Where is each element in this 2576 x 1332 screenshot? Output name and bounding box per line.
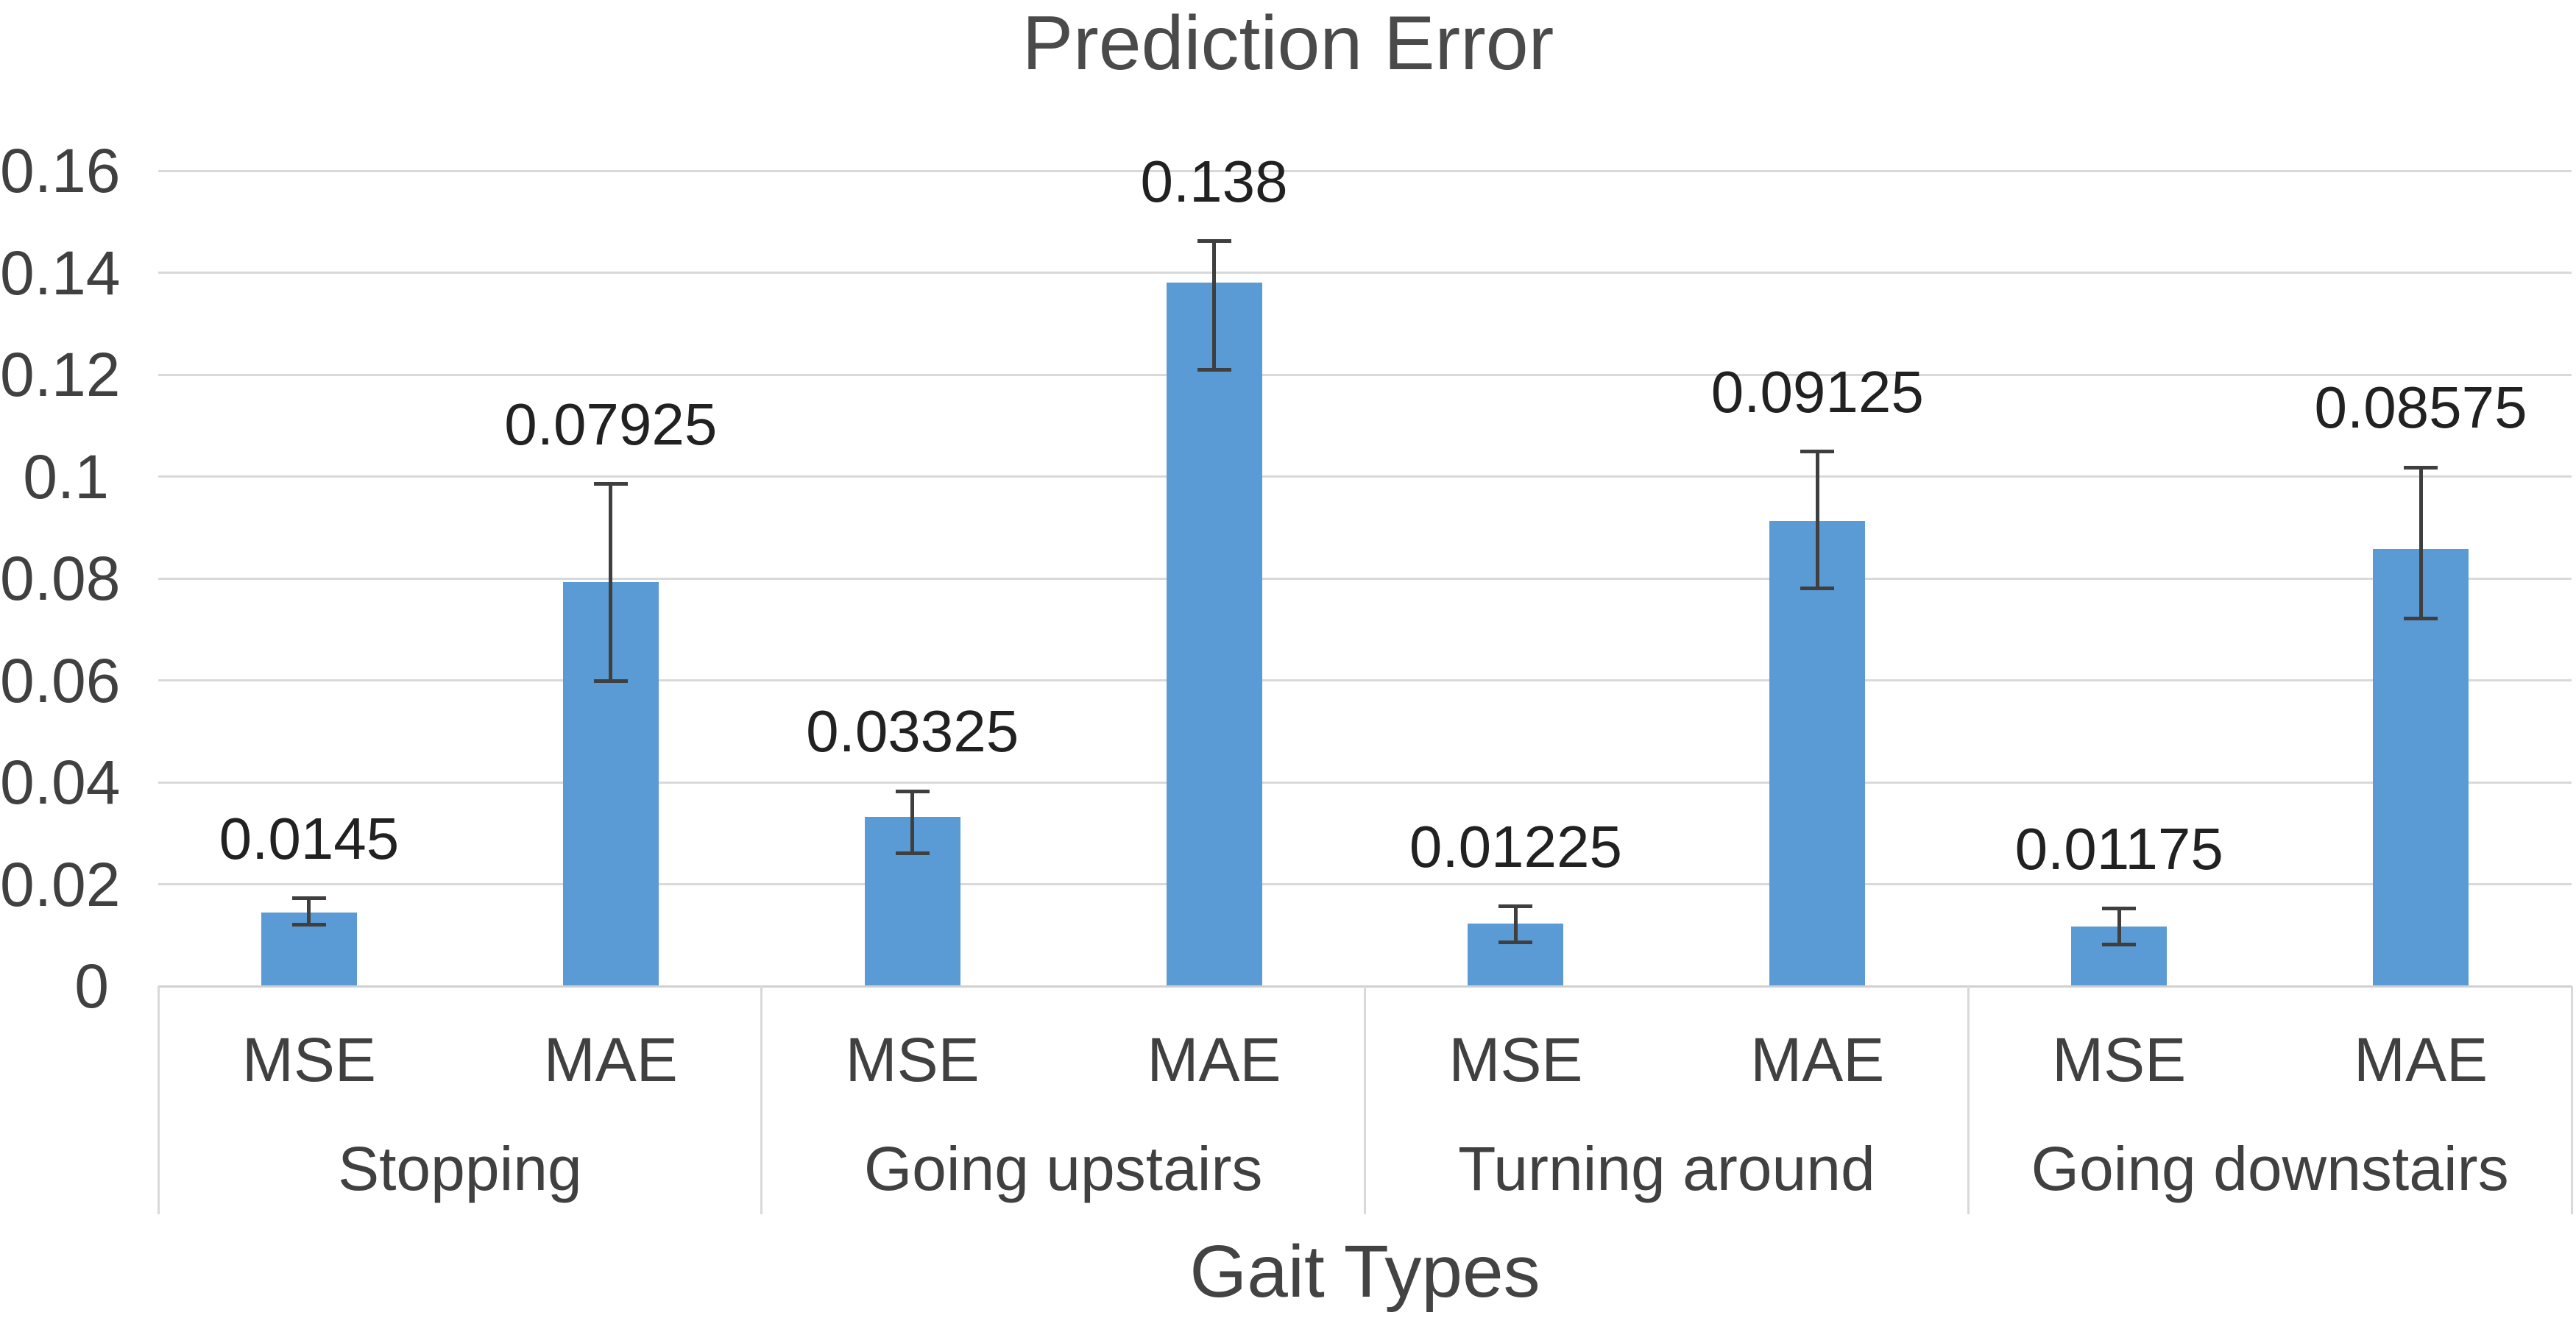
bar-data-label: 0.01225 bbox=[1409, 813, 1623, 879]
y-gridline bbox=[158, 679, 2572, 681]
category-divider bbox=[760, 986, 763, 1214]
bar-data-label: 0.0145 bbox=[219, 805, 400, 871]
y-gridline bbox=[158, 272, 2572, 274]
category-divider bbox=[2570, 986, 2573, 1214]
x-axis-metric-label: MSE bbox=[241, 1025, 376, 1094]
x-axis-metric-label: MSE bbox=[2052, 1025, 2187, 1094]
error-bar-cap-top bbox=[2404, 465, 2438, 470]
error-bar-cap-bottom bbox=[2404, 616, 2438, 620]
y-axis-tick-label: 0.02 bbox=[0, 849, 121, 919]
bar-going-upstairs-mae bbox=[1166, 283, 1262, 986]
error-bar-cap-top bbox=[2102, 907, 2137, 911]
x-axis-group-label: Turning around bbox=[1458, 1134, 1875, 1203]
error-bar-cap-top bbox=[1197, 239, 1231, 244]
error-bar-cap-bottom bbox=[593, 679, 628, 684]
error-bar-line bbox=[307, 898, 311, 925]
y-axis-tick-label: 0.1 bbox=[23, 442, 109, 511]
x-axis-group-label: Stopping bbox=[338, 1134, 582, 1203]
error-bar-cap-top bbox=[895, 789, 930, 793]
y-axis-tick-label: 0.04 bbox=[0, 748, 121, 817]
chart-title: Prediction Error bbox=[1022, 1, 1554, 86]
y-gridline bbox=[158, 475, 2572, 478]
category-divider bbox=[1967, 986, 1970, 1214]
x-axis-metric-label: MAE bbox=[1750, 1025, 1885, 1094]
bar-turning-around-mae bbox=[1769, 521, 1866, 986]
category-divider bbox=[1364, 986, 1366, 1214]
bar-data-label: 0.03325 bbox=[806, 698, 1019, 765]
y-axis-tick-label: 0.14 bbox=[0, 238, 121, 308]
category-divider bbox=[157, 986, 160, 1214]
error-bar-cap-bottom bbox=[291, 923, 326, 927]
error-bar-line bbox=[1212, 241, 1217, 370]
error-bar-line bbox=[1513, 906, 1518, 943]
error-bar-cap-bottom bbox=[2102, 942, 2137, 946]
y-gridline bbox=[158, 781, 2572, 784]
y-axis-tick-label: 0.08 bbox=[0, 544, 121, 613]
x-axis-metric-label: MAE bbox=[2354, 1025, 2488, 1094]
bar-going-downstairs-mae bbox=[2373, 549, 2469, 986]
error-bar-cap-top bbox=[1800, 450, 1835, 454]
y-axis-tick-label: 0.16 bbox=[0, 136, 121, 205]
bar-data-label: 0.08575 bbox=[2314, 375, 2527, 441]
x-axis-title: Gait Types bbox=[1189, 1230, 1540, 1313]
bar-data-label: 0.07925 bbox=[504, 391, 718, 457]
bar-data-label: 0.138 bbox=[1140, 148, 1288, 214]
error-bar-line bbox=[609, 483, 613, 681]
error-bar-cap-top bbox=[1498, 904, 1533, 909]
error-bar-cap-top bbox=[291, 896, 326, 901]
error-bar-cap-top bbox=[593, 482, 628, 486]
error-bar-cap-bottom bbox=[895, 851, 930, 856]
y-gridline bbox=[158, 169, 2572, 172]
x-axis-metric-label: MSE bbox=[1448, 1025, 1583, 1094]
y-gridline bbox=[158, 577, 2572, 580]
error-bar-cap-bottom bbox=[1197, 367, 1231, 372]
x-axis-group-label: Going upstairs bbox=[863, 1134, 1263, 1203]
x-axis-metric-label: MAE bbox=[543, 1025, 678, 1094]
y-axis-tick-label: 0.12 bbox=[0, 340, 121, 409]
bar-data-label: 0.09125 bbox=[1710, 358, 1924, 425]
error-bar-line bbox=[2418, 467, 2423, 618]
y-axis-tick-label: 0 bbox=[74, 952, 109, 1021]
error-bar-line bbox=[2117, 908, 2121, 945]
y-gridline bbox=[158, 373, 2572, 376]
y-axis-tick-label: 0.06 bbox=[0, 645, 121, 715]
error-bar-line bbox=[1815, 451, 1819, 589]
x-axis-group-label: Going downstairs bbox=[2031, 1134, 2509, 1203]
x-axis-metric-label: MSE bbox=[845, 1025, 980, 1094]
y-gridline bbox=[158, 883, 2572, 885]
x-axis-metric-label: MAE bbox=[1147, 1025, 1281, 1094]
error-bar-cap-bottom bbox=[1498, 940, 1533, 944]
error-bar-line bbox=[910, 791, 915, 854]
error-bar-cap-bottom bbox=[1800, 587, 1835, 591]
bar-data-label: 0.01175 bbox=[2014, 815, 2223, 882]
